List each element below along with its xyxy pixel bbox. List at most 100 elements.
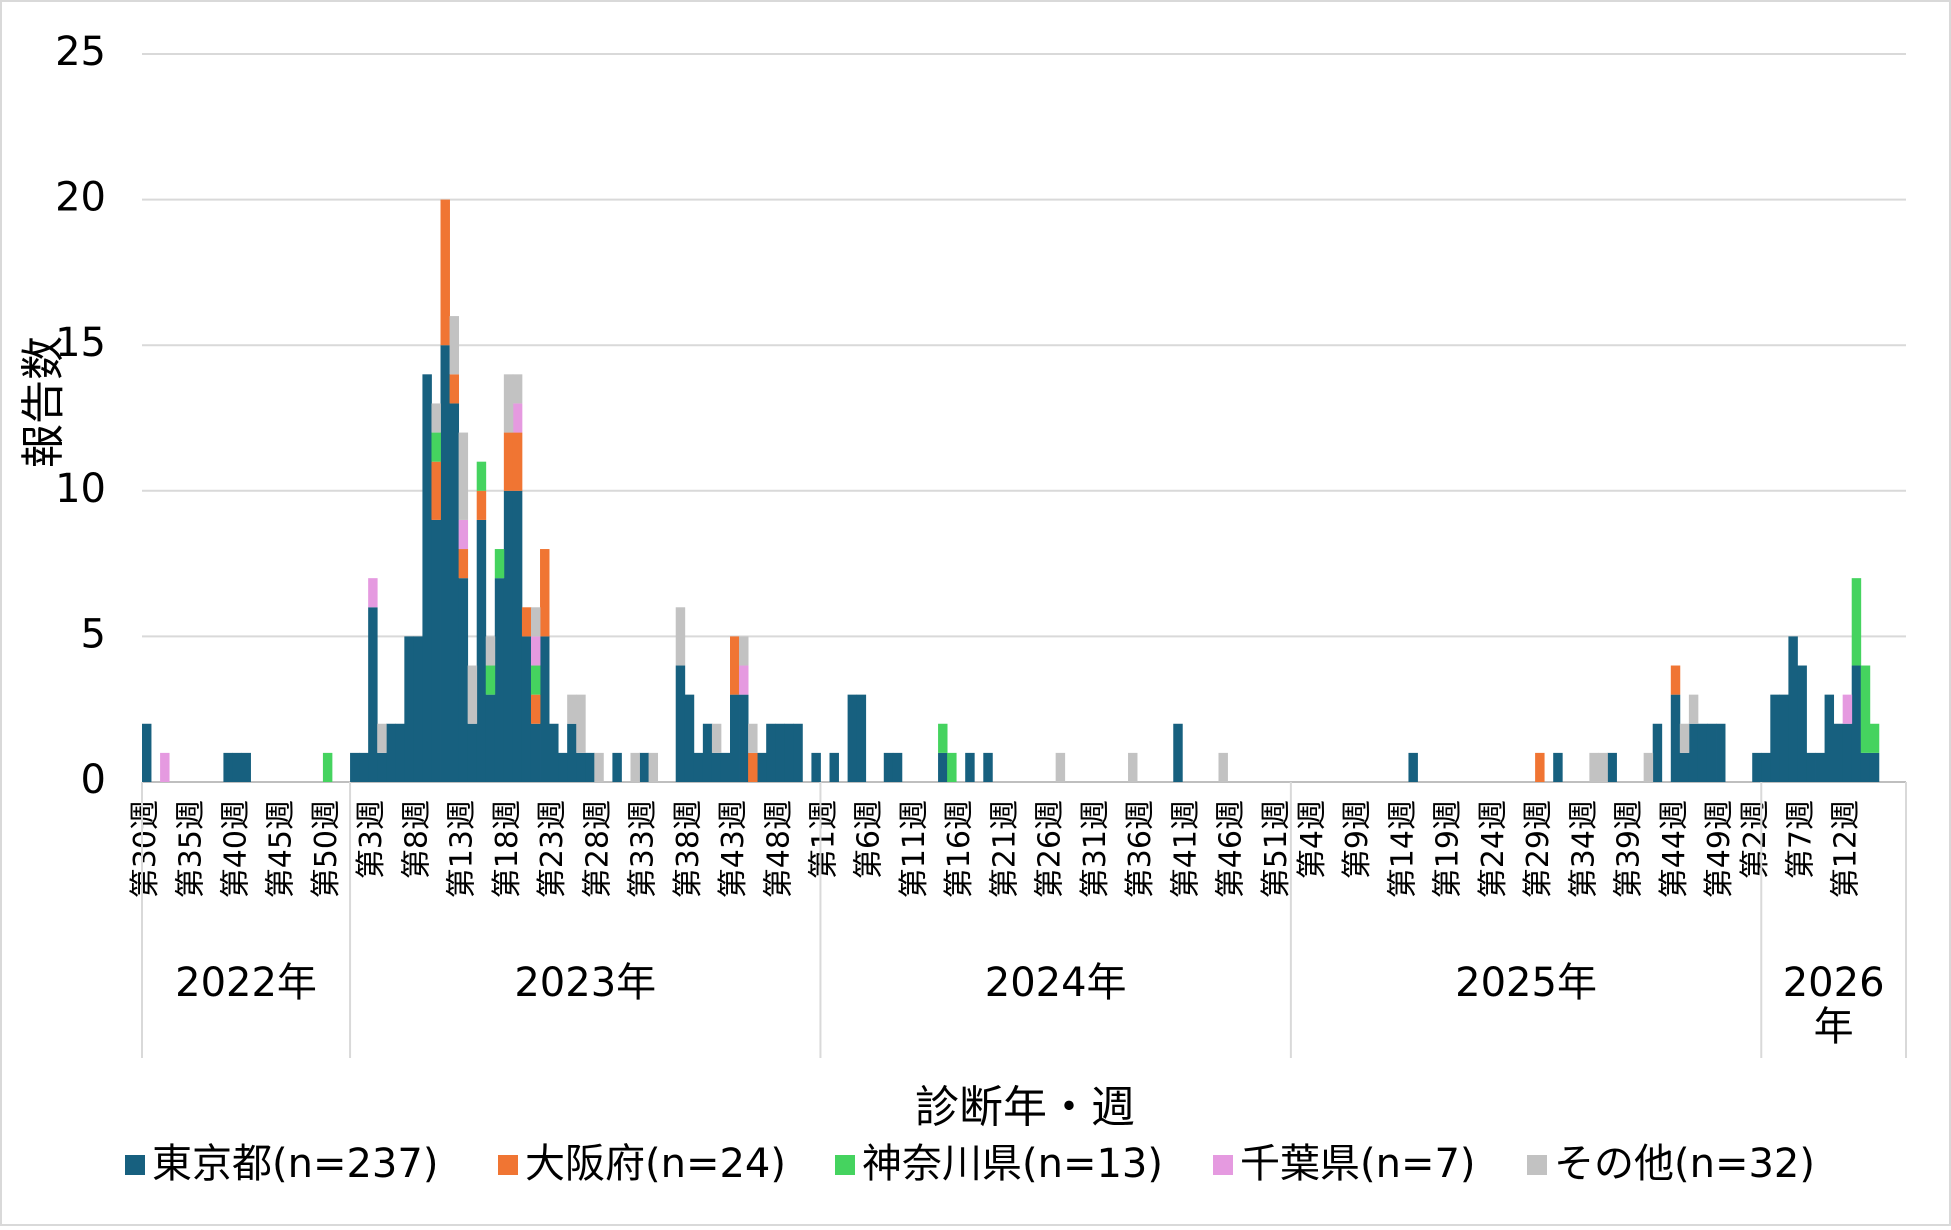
bar-segment — [1607, 752, 1617, 782]
bar-segment — [585, 752, 595, 782]
bar-segment — [1779, 694, 1789, 782]
bar-segment — [1589, 752, 1599, 782]
bar-segment — [440, 345, 450, 782]
bar-segment — [1670, 694, 1681, 782]
x-tick-label: 第13週 — [445, 800, 480, 898]
bar-segment — [540, 549, 550, 637]
x-tick-label: 第11週 — [897, 800, 932, 898]
bar-segment — [530, 723, 541, 782]
bar-segment — [512, 432, 523, 491]
bar-segment — [558, 752, 568, 782]
bar-segment — [1670, 665, 1681, 695]
bar-segment — [739, 636, 749, 666]
legend-label: その他(n=32) — [1554, 1141, 1815, 1187]
bar-segment — [359, 752, 369, 782]
bar-segment — [1761, 752, 1771, 782]
bar-segment — [485, 636, 496, 666]
bar-segment — [377, 723, 387, 753]
bar-segment — [684, 694, 695, 782]
year-label: 2024年 — [985, 960, 1127, 1006]
bar-segment — [1752, 752, 1762, 782]
bar-segment — [512, 490, 523, 782]
legend-label: 大阪府(n=24) — [525, 1141, 786, 1187]
series-1 — [431, 199, 1681, 782]
x-tick-label: 第28週 — [580, 800, 615, 898]
legend: 東京都(n=237) 大阪府(n=24) 神奈川県(n=13) 千葉県(n=7) その他… — [125, 1141, 1815, 1187]
bar-segment — [476, 461, 487, 491]
bar-segment — [458, 519, 469, 550]
x-tick-label: 第7週 — [1783, 800, 1818, 879]
bar-segment — [540, 636, 550, 782]
bar-segment — [594, 752, 604, 782]
bar-segment — [938, 723, 948, 753]
bar-segment — [983, 752, 993, 782]
x-axis-title: 診断年・週 — [915, 1082, 1135, 1133]
bar-segment — [503, 490, 514, 782]
bar-segment — [467, 665, 478, 724]
bar-segment — [892, 752, 903, 782]
bar-segment — [639, 752, 649, 782]
x-tick-label: 第1週 — [806, 800, 841, 879]
x-tick-label: 第30週 — [128, 800, 163, 898]
bar-segment — [503, 432, 514, 491]
bar-segment — [720, 752, 731, 782]
bar-segment — [630, 752, 640, 782]
legend-label: 東京都(n=237) — [152, 1141, 438, 1187]
bar-segment — [1408, 752, 1418, 782]
bar-segment — [431, 403, 441, 433]
bar-segment — [938, 752, 948, 782]
bar-segment — [449, 316, 460, 375]
x-tick-label: 第34週 — [1566, 800, 1601, 898]
bars — [142, 199, 1880, 782]
bar-segment — [467, 723, 478, 782]
bar-segment — [829, 752, 839, 782]
legend-label: 千葉県(n=7) — [1240, 1141, 1476, 1187]
bar-segment — [1643, 752, 1654, 782]
bar-segment — [693, 752, 704, 782]
bar-segment — [612, 752, 622, 782]
bar-segment — [377, 752, 387, 782]
bar-segment — [404, 636, 414, 782]
x-tick-label: 第45週 — [264, 800, 299, 898]
bar-segment — [1679, 723, 1690, 753]
bar-segment — [530, 665, 541, 695]
bar-segment — [1128, 752, 1138, 782]
bar-segment — [739, 694, 749, 782]
x-axis: 第30週 第35週 第40週 第45週 第50週 第3週 第8週 第13週 第18週 第23週 第2… — [128, 782, 1907, 1058]
bar-segment — [476, 519, 487, 782]
bar-segment — [1824, 694, 1835, 782]
bar-segment — [1860, 752, 1871, 782]
bar-segment — [476, 490, 487, 520]
x-tick-label: 第46週 — [1214, 800, 1249, 898]
x-tick-label: 第14週 — [1385, 800, 1420, 898]
bar-segment — [458, 578, 469, 782]
x-tick-label: 第12週 — [1829, 800, 1864, 898]
x-tick-label: 第19週 — [1431, 800, 1466, 898]
legend-swatch — [835, 1155, 855, 1175]
bar-segment — [811, 752, 821, 782]
y-axis-title: 報告数 — [18, 336, 69, 468]
bar-segment — [1860, 665, 1871, 753]
bar-segment — [702, 723, 713, 782]
x-tick-label: 第8週 — [399, 800, 434, 879]
bar-segment — [512, 374, 523, 404]
bar-segment — [1851, 665, 1862, 782]
bar-segment — [422, 374, 432, 782]
x-tick-label: 第36週 — [1123, 800, 1158, 898]
legend-item: 千葉県(n=7) — [1213, 1141, 1476, 1187]
bar-segment — [775, 723, 785, 782]
bar-segment — [648, 752, 659, 782]
bar-segment — [748, 752, 758, 782]
bar-segment — [1770, 694, 1780, 782]
bar-segment — [576, 694, 586, 753]
bar-segment — [549, 723, 559, 782]
x-tick-label: 第26週 — [1033, 800, 1068, 898]
bar-segment — [748, 723, 758, 753]
bar-segment — [1218, 752, 1228, 782]
x-tick-label: 第41週 — [1168, 800, 1203, 898]
bar-segment — [494, 549, 505, 579]
bar-segment — [730, 694, 740, 782]
legend-label: 神奈川県(n=13) — [862, 1141, 1163, 1187]
bar-segment — [440, 199, 450, 346]
bar-segment — [711, 723, 722, 753]
